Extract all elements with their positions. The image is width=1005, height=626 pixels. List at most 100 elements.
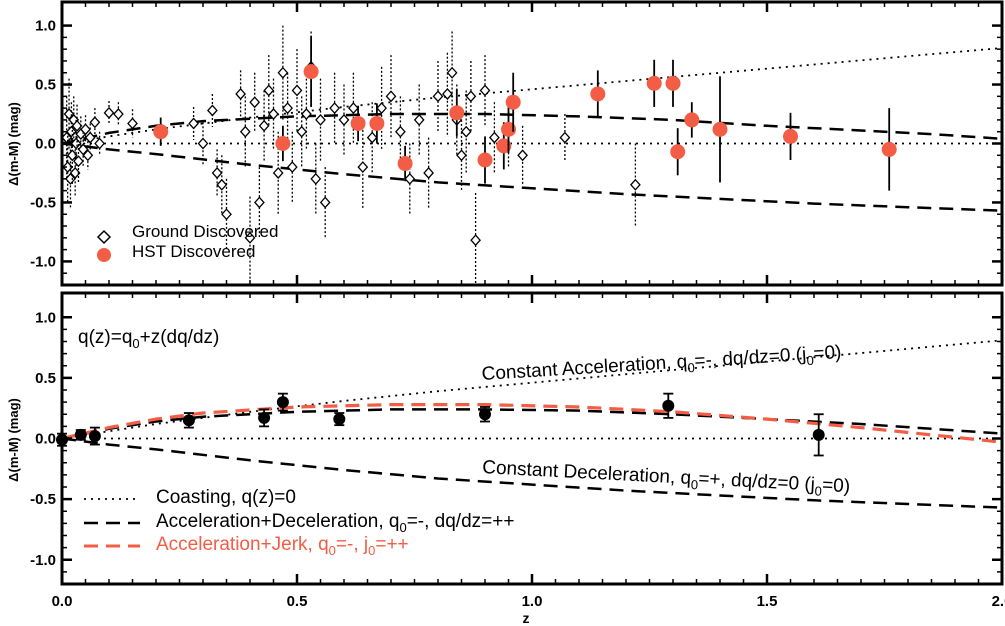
hst-point [350,115,366,131]
hst-point [505,94,521,110]
ground-point [80,123,91,136]
legend-coasting-label: Coasting, q(z)=0 [156,487,296,508]
ground-point [249,96,261,109]
top-ylabel: Δ(m-M) (mag) [6,102,21,186]
top-ytick-label: -1.0 [30,253,56,270]
bottom-ytick-label: 0.5 [35,370,56,387]
binned-point [479,408,491,421]
hst-point [590,86,606,102]
top-model-constant-acceleration [61,47,1003,145]
top-model-acceleration-deceleration [61,112,1003,145]
ground-point [310,172,322,185]
ground-point [413,113,425,126]
ground-point [89,116,101,129]
ground-point [446,66,458,79]
hst-point [496,138,512,154]
bottom-panel: 1.0 0.5 0.0 -0.5 -1.0 0.0 0.5 1.0 1.5 2.0 Δ(m-M)… [6,291,1005,626]
ground-point [329,102,340,115]
binned-point [74,428,87,441]
ground-point [82,149,94,162]
constant-acceleration-label: Constant Acceleration, q0=-, dq/dz=0 (j0… [481,342,842,388]
ground-point [319,196,331,209]
ground-point [286,161,298,174]
ground-point [258,119,270,132]
hst-point [449,105,465,121]
legend-ground-label: Ground Discovered [132,222,278,241]
legend-hst-marker [97,248,111,262]
bottom-ytick-label: -1.0 [30,552,56,569]
legend-jerk-label: Acceleration+Jerk, q0=-, j0=++ [156,534,409,558]
ground-point [94,137,105,150]
ground-point [239,125,251,138]
ground-point [235,88,246,100]
top-ytick-label: 1.0 [35,18,56,35]
ground-point [517,149,528,162]
ground-point [465,90,477,103]
hst-point [397,156,413,172]
top-ytick-label: -0.5 [30,194,56,211]
hst-point [670,144,686,160]
ground-point [197,137,209,150]
binned-point [182,414,195,427]
binned-point [88,430,101,443]
ground-point [423,167,434,179]
top-model-constant-deceleration [61,142,1003,212]
ground-point [432,90,444,103]
ground-point [315,113,326,126]
top-ytick-label: 0.0 [35,136,56,153]
ground-point [470,234,481,247]
hst-point [369,115,385,131]
hst-point [303,64,319,80]
top-ytick-label: 0.5 [35,77,56,94]
binned-point [333,413,346,426]
bottom-ytick-label: -0.5 [30,491,56,508]
ground-point [263,84,275,97]
ground-point [77,143,89,156]
ground-point [188,117,199,130]
legend-accdec-label: Acceleration+Deceleration, q0=-, dq/dz=+… [156,511,514,535]
formula-text: q(z)=q0+z(dq/dz) [78,327,219,351]
hst-point [783,128,798,144]
ground-point [456,149,467,162]
hst-point [881,141,897,157]
ground-point [71,119,83,132]
binned-point [276,396,289,409]
hst-point [665,75,681,91]
ground-point [559,131,571,144]
bottom-model-acceleration-jerk [61,403,1003,444]
ground-point [338,113,350,126]
ground-point [296,125,308,138]
ground-point [272,167,284,179]
bottom-xtick-label: 2.0 [992,593,1005,610]
bottom-ytick-label: 1.0 [35,309,56,326]
ground-point [268,108,279,120]
binned-point [258,411,271,424]
ground-point [277,66,289,79]
ground-point [282,102,293,115]
ground-point [221,208,232,221]
ground-point [376,102,387,115]
ground-point [479,84,491,97]
ground-point [489,131,500,144]
ground-point [216,178,228,191]
bottom-xlabel: z [523,610,530,626]
ground-point [207,104,218,117]
hst-point [501,121,516,137]
hst-point [646,75,662,91]
ground-point [69,167,81,179]
ground-point [366,131,378,144]
legend-hst-label: HST Discovered [132,242,255,261]
top-legend: Ground Discovered HST Discovered [96,222,278,262]
hst-point [275,136,291,151]
ground-point [630,178,641,191]
top-panel: 1.0 0.5 0.0 -0.5 -1.0 Δ(m-M) (mag) Ground Di… [6,0,1004,287]
ground-point [348,102,359,115]
ground-point [244,231,256,244]
bottom-model-constant-deceleration [61,437,1003,509]
ground-point [442,88,453,100]
bottom-ylabel: Δ(m-M) (mag) [6,398,21,482]
bottom-xtick-label: 1.5 [757,593,778,610]
hst-point [684,112,700,128]
binned-point [662,399,675,412]
legend-diamond-marker [96,229,112,245]
